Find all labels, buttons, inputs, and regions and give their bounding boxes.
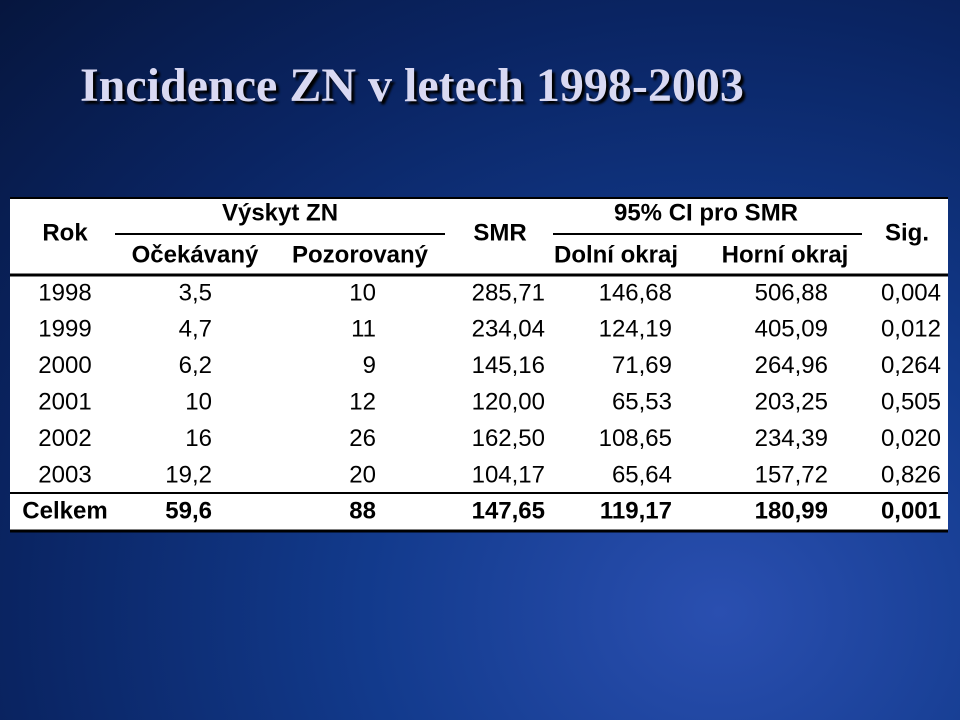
table-cell: 20: [349, 461, 376, 488]
header-cell: Pozorovaný: [292, 241, 429, 268]
table-cell: 6,2: [179, 352, 212, 379]
table-cell: 26: [349, 425, 376, 452]
table-cell: 0,001: [881, 497, 941, 524]
header-cell: SMR: [473, 219, 526, 246]
table-cell: 1998: [38, 279, 91, 306]
header-cell: Výskyt ZN: [222, 199, 338, 226]
table-cell: 19,2: [165, 461, 212, 488]
slide-title: Incidence ZN v letech 1998-2003: [80, 59, 744, 112]
table-cell: 264,96: [755, 352, 828, 379]
header-cell: 95% CI pro SMR: [614, 199, 798, 226]
table-cell: 147,65: [472, 497, 545, 524]
table-cell: 65,64: [612, 461, 672, 488]
table-cell: 180,99: [755, 497, 828, 524]
table-cell: 9: [363, 352, 376, 379]
table-cell: 157,72: [755, 461, 828, 488]
table-cell: 2003: [38, 461, 91, 488]
table-cell: 119,17: [600, 497, 672, 524]
table-cell: 0,264: [881, 352, 941, 379]
table-cell: 12: [349, 389, 376, 416]
table-cell: 88: [349, 497, 376, 524]
table-cell: 71,69: [612, 352, 672, 379]
table-cell: 0,826: [881, 461, 941, 488]
table-cell: 234,39: [755, 425, 828, 452]
table-background: [10, 197, 948, 532]
table-cell: 10: [185, 389, 212, 416]
table-cell: 4,7: [179, 316, 212, 343]
table-cell: 120,00: [472, 389, 545, 416]
table-cell: Celkem: [22, 497, 107, 524]
table-cell: 124,19: [599, 316, 672, 343]
table-cell: 3,5: [179, 279, 212, 306]
table-cell: 2000: [38, 352, 91, 379]
table-cell: 145,16: [472, 352, 545, 379]
table-cell: 59,6: [165, 497, 212, 524]
table-cell: 0,505: [881, 389, 941, 416]
table-cell: 506,88: [755, 279, 828, 306]
table-cell: 104,17: [472, 461, 545, 488]
table-cell: 10: [349, 279, 376, 306]
header-cell: Sig.: [885, 219, 929, 246]
table-cell: 0,004: [881, 279, 941, 306]
table-cell: 285,71: [472, 279, 545, 306]
table-cell: 0,012: [881, 316, 941, 343]
table-cell: 0,020: [881, 425, 941, 452]
table-cell: 234,04: [472, 316, 545, 343]
header-cell: Dolní okraj: [554, 241, 678, 268]
header-cell: Očekávaný: [132, 241, 259, 268]
header-cell: Rok: [42, 219, 88, 246]
table-cell: 2002: [38, 425, 91, 452]
table-cell: 203,25: [755, 389, 828, 416]
table-cell: 108,65: [599, 425, 672, 452]
table-cell: 2001: [38, 389, 91, 416]
table-cell: 65,53: [612, 389, 672, 416]
table-cell: 1999: [38, 316, 91, 343]
table-cell: 11: [351, 316, 376, 343]
table-cell: 16: [185, 425, 212, 452]
table-cell: 405,09: [755, 316, 828, 343]
header-cell: Horní okraj: [722, 241, 849, 268]
table-cell: 162,50: [472, 425, 545, 452]
table-cell: 146,68: [599, 279, 672, 306]
